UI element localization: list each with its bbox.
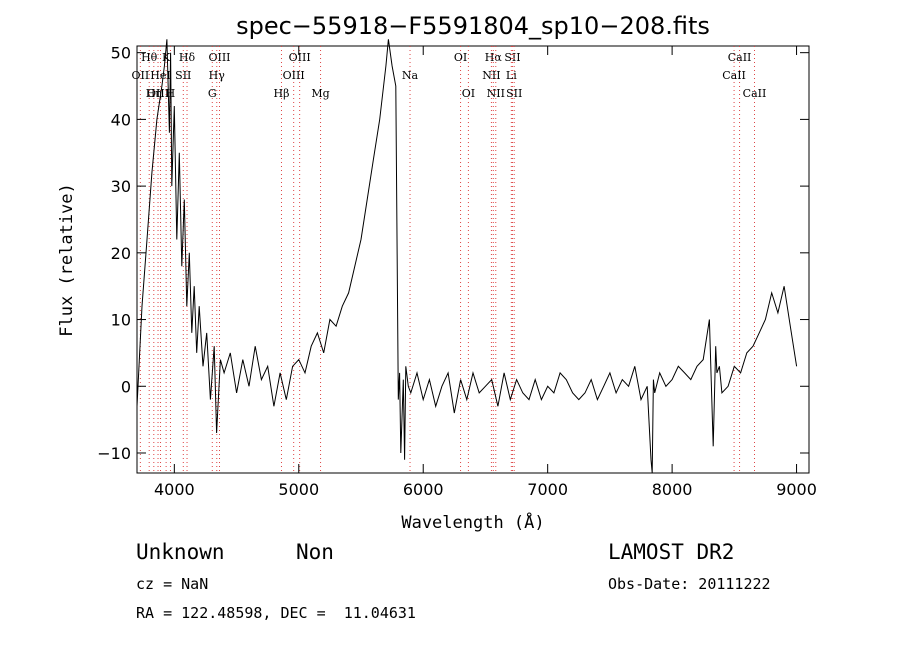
line-marker-label: SΙΙ: [175, 69, 191, 82]
line-marker-label: Hη: [146, 87, 162, 100]
spectrum-line: [136, 39, 798, 474]
info-subclass: Non: [296, 540, 334, 564]
axis-ticks: 4000 5000 6000 7000 8000 9000 −10 0 10 20 30 40 50: [97, 44, 817, 499]
info-cz: cz = NaN: [136, 575, 209, 593]
line-marker-label: K: [162, 51, 171, 64]
line-marker-label: SΙΙ: [506, 87, 522, 100]
line-marker-label: OΙΙΙ: [208, 51, 230, 64]
y-tick-label: 40: [111, 110, 131, 129]
line-marker-label: OΙΙΙ: [289, 51, 311, 64]
chart-title: spec−55918−F5591804_sp10−208.fits: [236, 12, 710, 40]
x-tick-label: 9000: [776, 480, 817, 499]
x-axis-label: Wavelength (Å): [401, 511, 544, 533]
info-survey: LAMOST DR2: [608, 540, 735, 564]
y-axis-label: Flux (relative): [57, 183, 77, 337]
line-marker-label: NΙΙ: [487, 87, 505, 100]
line-marker-label: OΙ: [462, 87, 475, 100]
x-tick-label: 5000: [278, 480, 319, 499]
line-marker-label: CaII: [743, 87, 767, 100]
line-marker-label: OΙ: [454, 51, 467, 64]
plot-frame: [136, 45, 810, 474]
y-tick-label: 30: [111, 177, 131, 196]
info-class: Unknown: [136, 540, 225, 564]
x-tick-label: 8000: [652, 480, 693, 499]
line-marker-label: Hα: [485, 51, 503, 64]
info-obsdate: Obs-Date: 20111222: [608, 575, 771, 593]
line-marker-label: Mg: [311, 87, 329, 100]
line-marker-label: Hβ: [274, 87, 290, 100]
line-marker-label: Hδ: [179, 51, 196, 64]
y-tick-label: −10: [97, 444, 131, 463]
line-marker-label: OΙΙΙ: [147, 87, 169, 100]
line-marker-label: CaII: [728, 51, 752, 64]
line-marker-label: G: [208, 87, 217, 100]
line-marker-label: OΙΙΙ: [283, 69, 305, 82]
y-tick-label: 20: [111, 244, 131, 263]
y-tick-label: 0: [121, 377, 131, 396]
y-tick-label: 50: [111, 44, 131, 63]
line-marker-label: SΙΙ: [504, 51, 520, 64]
line-marker-label: Li: [506, 69, 517, 82]
spectrum-series: [136, 39, 798, 474]
line-marker-label: Na: [402, 69, 419, 82]
x-tick-label: 4000: [154, 480, 195, 499]
x-tick-label: 7000: [527, 480, 568, 499]
line-marker-label: CaII: [722, 69, 746, 82]
x-tick-label: 6000: [403, 480, 444, 499]
y-tick-label: 10: [111, 311, 131, 330]
line-marker-label: NΙΙ: [482, 69, 500, 82]
info-radec: RA = 122.48598, DEC = 11.04631: [136, 604, 416, 622]
line-marker-label: Hγ: [209, 69, 226, 82]
line-marker-label: OΙΙ: [132, 69, 150, 82]
